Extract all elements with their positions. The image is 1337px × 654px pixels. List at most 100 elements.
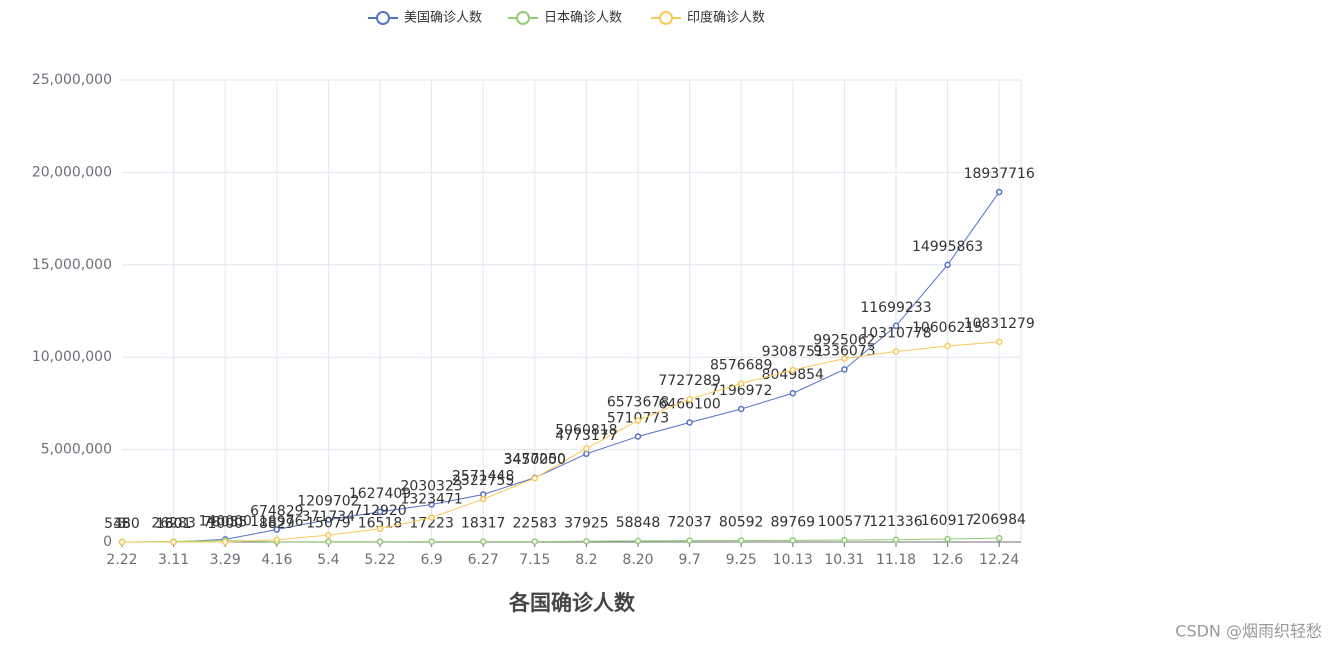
data-point [325,538,332,545]
legend-label: 日本确诊人数 [544,11,622,26]
x-tick-label: 5.4 [317,552,339,568]
data-point [841,355,848,362]
data-label: 2030323 [400,478,462,494]
data-point [841,366,848,373]
data-point [634,417,642,424]
data-label: 22583 [513,516,558,532]
data-label: 10310778 [860,325,931,341]
data-label: 3 [118,516,127,532]
series-line [121,537,1000,543]
data-point [686,537,693,544]
data-label: 15079 [306,516,351,532]
chart-title: 各国确诊人数 [508,591,636,615]
data-point [737,380,745,387]
data-label: 14995863 [912,239,983,255]
data-label: 712920 [353,503,406,519]
data-point [995,534,1003,542]
data-label: 10606215 [912,320,983,336]
x-tick-label: 6.9 [420,552,442,568]
data-point [479,538,487,545]
data-label: 674829 [250,504,303,520]
data-label: 11699233 [860,300,931,316]
data-label: 18317 [461,516,506,532]
x-tick-label: 8.2 [575,552,597,568]
data-label: 18937716 [964,166,1035,182]
x-tick-label: 12.6 [932,552,963,568]
legend-label: 美国确诊人数 [404,11,482,26]
data-point [583,450,590,458]
data-label: 5060818 [555,422,617,438]
data-point [221,538,229,546]
data-label: 26283 [151,516,196,532]
data-point [634,433,642,440]
data-label: 8049854 [762,367,824,383]
data-label: 8576689 [710,358,772,374]
x-tick-label: 2.22 [106,552,137,568]
y-tick-label: 25,000,000 [32,72,112,88]
x-tick-label: 9.7 [678,552,700,568]
x-tick-label: 5.22 [364,552,395,568]
data-point [789,366,797,374]
data-point [892,348,900,355]
data-point [944,261,951,269]
x-tick-label: 9.25 [726,552,757,568]
data-label: 206984 [972,512,1026,528]
y-tick-label: 5,000,000 [41,442,112,458]
x-tick-label: 10.13 [773,552,813,568]
data-point [376,538,384,545]
data-point [273,526,281,533]
data-point [583,538,590,545]
data-point [944,342,951,350]
data-label: 1000 [207,516,243,532]
data-label: 121336 [869,514,923,530]
x-tick-label: 12.24 [979,552,1019,568]
x-tick-label: 6.27 [468,552,499,568]
data-point [170,538,177,546]
data-point [325,531,332,539]
data-label: 80592 [719,515,764,531]
legend-symbol [659,11,673,25]
y-tick-label: 0 [103,534,112,550]
data-point [428,538,435,545]
data-label: 118976 [250,514,304,530]
watermark: CSDN @烟雨织轻愁 [1175,622,1322,641]
x-tick-label: 7.15 [519,552,550,568]
series-line [121,341,1000,543]
data-label: 78055 [203,515,248,531]
data-point [583,445,590,452]
data-point [325,516,332,523]
data-label: 3477250 [504,452,566,468]
data-point [995,188,1003,196]
x-tick-label: 10.31 [824,552,864,568]
data-point [841,536,848,544]
data-label: 16518 [358,516,403,532]
data-label: 3450000 [504,452,566,468]
data-point [118,538,126,546]
data-label: 2322755 [452,473,514,489]
data-point [995,338,1003,346]
data-point [944,535,951,543]
data-label: 10831279 [964,316,1035,332]
data-label: 1209702 [297,494,359,510]
data-point [789,389,797,397]
x-tick-label: 4.16 [261,552,292,568]
data-point [686,419,693,426]
series-line [121,191,1000,543]
data-label: 58848 [616,515,661,531]
data-label: 1301 [156,516,192,532]
legend-symbol [516,11,530,25]
data-point [737,537,745,544]
data-label: 1323471 [400,492,462,508]
y-tick-label: 20,000,000 [32,164,112,180]
data-point [428,514,435,521]
data-label: 9925062 [813,333,875,349]
x-tick-label: 3.11 [158,552,189,568]
legend-symbol [376,11,390,25]
data-label: 37925 [564,515,609,531]
data-label: 9308751 [762,344,824,360]
data-label: 60 [165,516,183,532]
data-label: 7196972 [710,383,772,399]
data-point [531,474,539,482]
data-label: 2571448 [452,468,514,484]
